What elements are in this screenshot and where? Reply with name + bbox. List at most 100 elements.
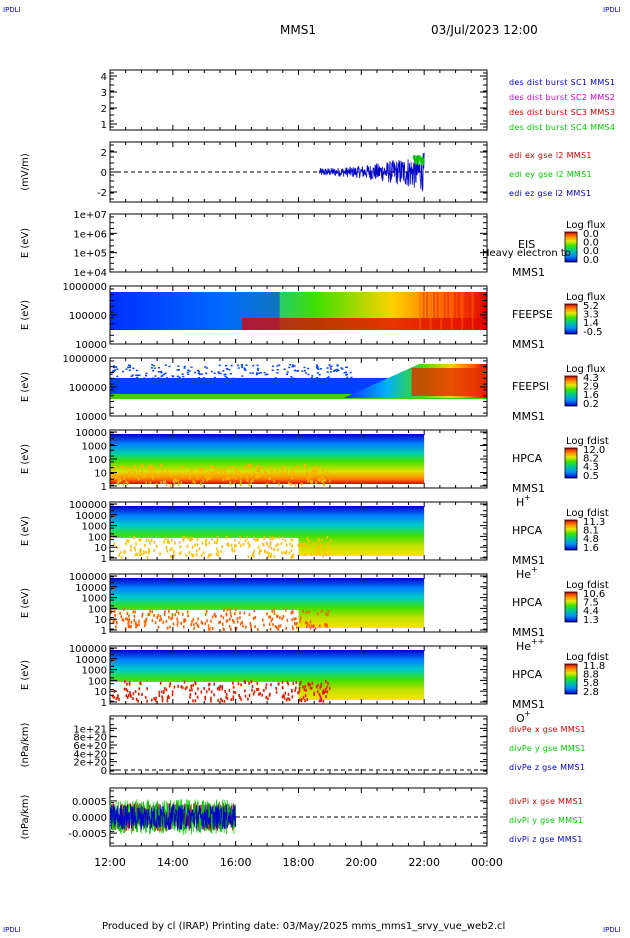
spectrogram-speckle [266,551,268,554]
spectrogram-speckle [322,478,325,482]
spectrogram-speckle [273,536,275,540]
spectrogram-speckle [245,364,248,366]
spectrogram-speckle [281,695,284,699]
spectrogram-speckle [316,372,319,374]
colorbar-title: Log fdist [566,436,609,447]
spectrogram-speckle [126,696,129,699]
spectrogram-speckle [320,476,323,480]
spectrogram-speckle [207,378,210,380]
colorbar [564,375,578,407]
spectrogram-speckle [151,364,154,366]
spectrogram-speckle [132,610,135,614]
spectrogram-speckle [140,379,143,381]
spectrogram-speckle [305,372,307,374]
spectrogram-speckle [291,473,293,477]
spectrogram-speckle [320,542,322,546]
spectrogram-speckle [241,375,244,377]
spectrogram-speckle [265,683,268,687]
spectrogram-speckle [220,469,223,473]
spectrogram-speckle [219,620,222,624]
spectrogram-speckle [313,471,315,474]
spectrogram-speckle [194,481,196,485]
spectrogram-speckle [225,364,227,367]
panel-frame [109,213,488,273]
spectrogram-speckle [210,370,213,373]
spectrogram-speckle [144,474,146,478]
spectrogram-speckle [335,370,338,372]
spectrogram-speckle [149,609,151,613]
spectrogram-speckle [165,688,168,692]
spectrogram-speckle [326,685,328,689]
spectrogram-speckle [278,536,281,540]
spectrogram-speckle [314,626,317,630]
spectrogram-speckle [211,615,214,619]
spacecraft-label: MMS1 [512,338,545,351]
spectrogram-speckle [274,377,277,379]
legend-entry: divPi y gse MMS1 [509,816,583,825]
spectrogram-speckle [251,553,254,557]
spectrogram-speckle [263,536,265,540]
spectrogram-speckle [132,692,135,696]
spectrogram-speckle [183,625,185,629]
spectrogram-speckle [141,475,144,479]
spectrogram-speckle [178,540,181,544]
spectrogram-speckle [233,481,236,485]
spectrogram-speckle [138,623,140,627]
spectrogram-speckle [249,622,252,626]
spectrogram-speckle [166,377,168,379]
spectrogram-speckle [223,608,225,612]
spectrogram-speckle [336,364,339,366]
spectrogram-speckle [123,378,126,380]
spectrogram-speckle [229,481,231,485]
spectrogram-speckle [183,680,186,684]
spectrogram-speckle [328,547,331,551]
spectrogram-speckle [291,476,294,480]
spectrogram-speckle [145,372,148,375]
spectrogram-structure [464,292,467,330]
spectrogram-speckle [244,539,247,543]
spectrogram-speckle [133,465,136,469]
spectrogram-speckle [129,366,132,369]
spectrogram-speckle [123,476,125,480]
spectrogram-speckle [125,480,127,484]
spectrogram-speckle [297,544,300,547]
spectrogram-speckle [303,474,305,478]
spectrogram-speckle [154,375,157,377]
spectrogram-speckle [132,697,134,701]
spectrogram-speckle [137,699,139,703]
spectrogram-speckle [329,539,332,543]
y-tick-label: 1000000 [62,354,107,365]
spectrogram-speckle [125,694,128,698]
spectrogram-speckle [154,471,157,475]
spectrogram-speckle [110,609,113,613]
spectrogram-speckle [310,624,313,628]
spectrogram-speckle [126,612,129,616]
spectrogram-speckle [205,372,208,375]
spectrogram-speckle [230,543,233,547]
y-tick-label: 1e+21 [73,724,107,735]
spectrogram-speckle [213,471,215,475]
spectrogram-speckle [326,377,329,379]
spectrogram-speckle [134,553,137,557]
spectrogram-speckle [236,620,239,624]
spectrogram-speckle [119,465,122,469]
spectrogram-speckle [301,370,304,372]
spectrogram-speckle [153,697,155,701]
y-tick-label: 0 [101,766,107,777]
spectrogram-speckle [114,613,116,617]
spectrogram-speckle [164,364,167,366]
spectrogram-speckle [290,549,293,553]
spectrogram-speckle [168,541,170,545]
spectrogram-speckle [153,540,156,544]
spectrogram-speckle [134,690,137,694]
spectrogram-speckle [329,371,332,373]
spacecraft-label: MMS1 [512,482,545,495]
spectrogram-speckle [240,483,242,487]
spectrogram-speckle [287,697,289,701]
spectrogram-speckle [119,551,122,554]
spectrogram-speckle [140,464,142,468]
spectrogram-speckle [333,380,336,383]
spectrogram-speckle [232,377,235,380]
spectrogram-speckle [273,555,276,559]
spectrogram-speckle [219,685,222,688]
